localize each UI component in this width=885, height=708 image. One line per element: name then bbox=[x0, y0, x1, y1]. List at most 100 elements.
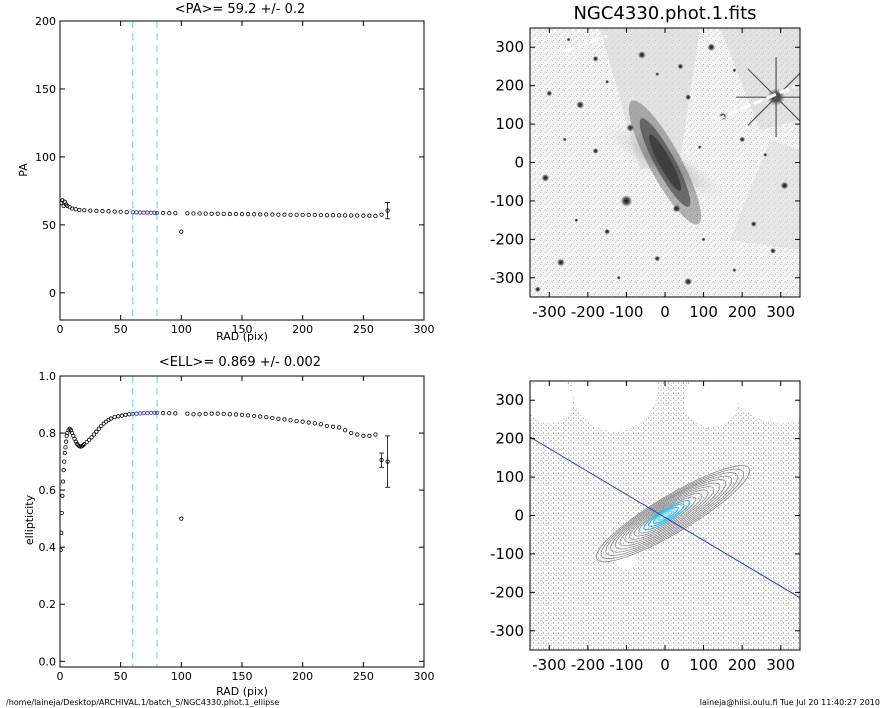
data-point bbox=[145, 410, 150, 416]
data-point bbox=[112, 209, 117, 214]
data-point bbox=[106, 209, 111, 214]
galaxy-image-title: NGC4330.phot.1.fits bbox=[573, 3, 756, 24]
data-point bbox=[258, 212, 263, 217]
x-tick-label: -300 bbox=[532, 656, 566, 674]
data-point bbox=[276, 416, 281, 421]
field-star bbox=[732, 68, 737, 73]
data-point bbox=[349, 213, 354, 218]
x-tick-label: 250 bbox=[353, 670, 374, 683]
ellipticity-vlines bbox=[132, 376, 158, 667]
field-star bbox=[707, 43, 716, 52]
contour-map-panel: -300-300-200-200-100-1000010010020020030… bbox=[490, 380, 801, 674]
data-point bbox=[154, 410, 160, 415]
data-point bbox=[152, 210, 157, 215]
x-tick-label: 50 bbox=[114, 670, 128, 683]
y-tick-label: 0 bbox=[514, 507, 524, 525]
ellipticity-y-axis-label: ellipticity bbox=[23, 494, 36, 545]
data-point bbox=[330, 213, 336, 218]
data-point bbox=[148, 410, 154, 415]
ellipticity-x-axis-label: RAD (pix) bbox=[216, 685, 268, 698]
galaxy-image-panel: NGC4330.phot.1.fits -300-300-200-200-100… bbox=[490, 3, 801, 321]
data-point bbox=[82, 442, 87, 447]
data-point bbox=[270, 212, 275, 217]
field-star bbox=[655, 72, 660, 77]
data-point bbox=[300, 212, 305, 218]
masked-region bbox=[572, 381, 658, 432]
major-axis-line bbox=[530, 436, 800, 599]
x-tick-label: -300 bbox=[532, 303, 566, 321]
data-point bbox=[306, 420, 311, 425]
x-tick-label: 300 bbox=[766, 303, 795, 321]
y-tick-label: 300 bbox=[495, 38, 524, 56]
data-point bbox=[373, 432, 378, 437]
field-star bbox=[739, 136, 746, 143]
y-tick-label: 100 bbox=[35, 151, 56, 164]
data-point bbox=[134, 210, 139, 215]
field-star bbox=[750, 220, 757, 227]
data-point bbox=[124, 209, 129, 215]
diffraction-spike bbox=[747, 72, 800, 126]
y-tick-label: 0 bbox=[514, 154, 524, 172]
data-point bbox=[318, 422, 323, 427]
data-point bbox=[127, 412, 132, 417]
data-point bbox=[80, 443, 86, 448]
data-point bbox=[154, 210, 160, 216]
data-point bbox=[264, 212, 269, 217]
ellipticity-plot-title: <ELL>= 0.869 +/- 0.002 bbox=[159, 355, 321, 370]
data-point bbox=[108, 416, 114, 421]
x-tick-label: 100 bbox=[171, 323, 192, 336]
field-star bbox=[770, 247, 776, 254]
field-star bbox=[637, 50, 646, 59]
satellite-trails bbox=[564, 34, 797, 122]
data-point bbox=[306, 212, 311, 218]
data-point bbox=[179, 516, 184, 521]
data-point bbox=[312, 212, 317, 218]
data-point bbox=[245, 413, 251, 418]
data-point bbox=[221, 211, 226, 216]
data-point bbox=[330, 424, 336, 429]
data-point bbox=[233, 412, 239, 417]
data-point bbox=[215, 211, 220, 216]
data-point bbox=[312, 421, 317, 426]
ellipticity-x-ticks: 0 50 100 150 200 250 300 bbox=[57, 376, 435, 683]
data-point bbox=[161, 210, 166, 216]
satellite-trail bbox=[564, 34, 608, 53]
data-point bbox=[361, 213, 366, 218]
field-star bbox=[605, 79, 610, 84]
data-point bbox=[60, 530, 64, 536]
contour-map-ticks: -300-300-200-200-100-1000010010020020030… bbox=[490, 381, 800, 674]
data-point bbox=[118, 209, 123, 214]
data-point bbox=[227, 211, 232, 217]
data-point bbox=[355, 213, 360, 218]
y-tick-label: 200 bbox=[35, 15, 56, 28]
pa-plot: <PA>= 59.2 +/- 0.2 0 50 100 150 200 250 300 0 5… bbox=[17, 2, 435, 343]
x-tick-label: -200 bbox=[571, 656, 605, 674]
field-star bbox=[685, 94, 692, 101]
x-tick-label: 200 bbox=[728, 656, 757, 674]
field-star bbox=[534, 286, 541, 293]
data-point bbox=[239, 412, 245, 417]
data-point bbox=[349, 430, 354, 436]
x-tick-label: 300 bbox=[414, 323, 435, 336]
x-tick-label: 200 bbox=[728, 303, 757, 321]
data-point bbox=[294, 418, 299, 424]
data-point bbox=[116, 414, 121, 419]
field-star bbox=[546, 90, 553, 97]
masked-regions bbox=[530, 381, 800, 570]
data-point bbox=[191, 412, 196, 417]
data-point bbox=[94, 429, 99, 434]
data-point bbox=[258, 414, 263, 419]
y-tick-label: -200 bbox=[490, 230, 524, 248]
y-tick-label: 0.2 bbox=[39, 598, 57, 611]
data-point bbox=[385, 208, 390, 213]
y-tick-label: 0.0 bbox=[39, 655, 57, 668]
x-tick-label: 150 bbox=[232, 670, 253, 683]
data-point bbox=[264, 414, 269, 420]
data-point bbox=[148, 210, 154, 215]
data-point bbox=[233, 211, 239, 217]
galaxy-image bbox=[530, 28, 800, 297]
ellipticity-plot: <ELL>= 0.869 +/- 0.002 0 50 100 150 200 250 30… bbox=[23, 355, 435, 698]
isophote-core bbox=[654, 508, 676, 523]
footer-user-timestamp: laineja@hiisi.oulu.fi Tue Jul 20 11:40:2… bbox=[700, 698, 880, 707]
data-point bbox=[123, 412, 128, 417]
